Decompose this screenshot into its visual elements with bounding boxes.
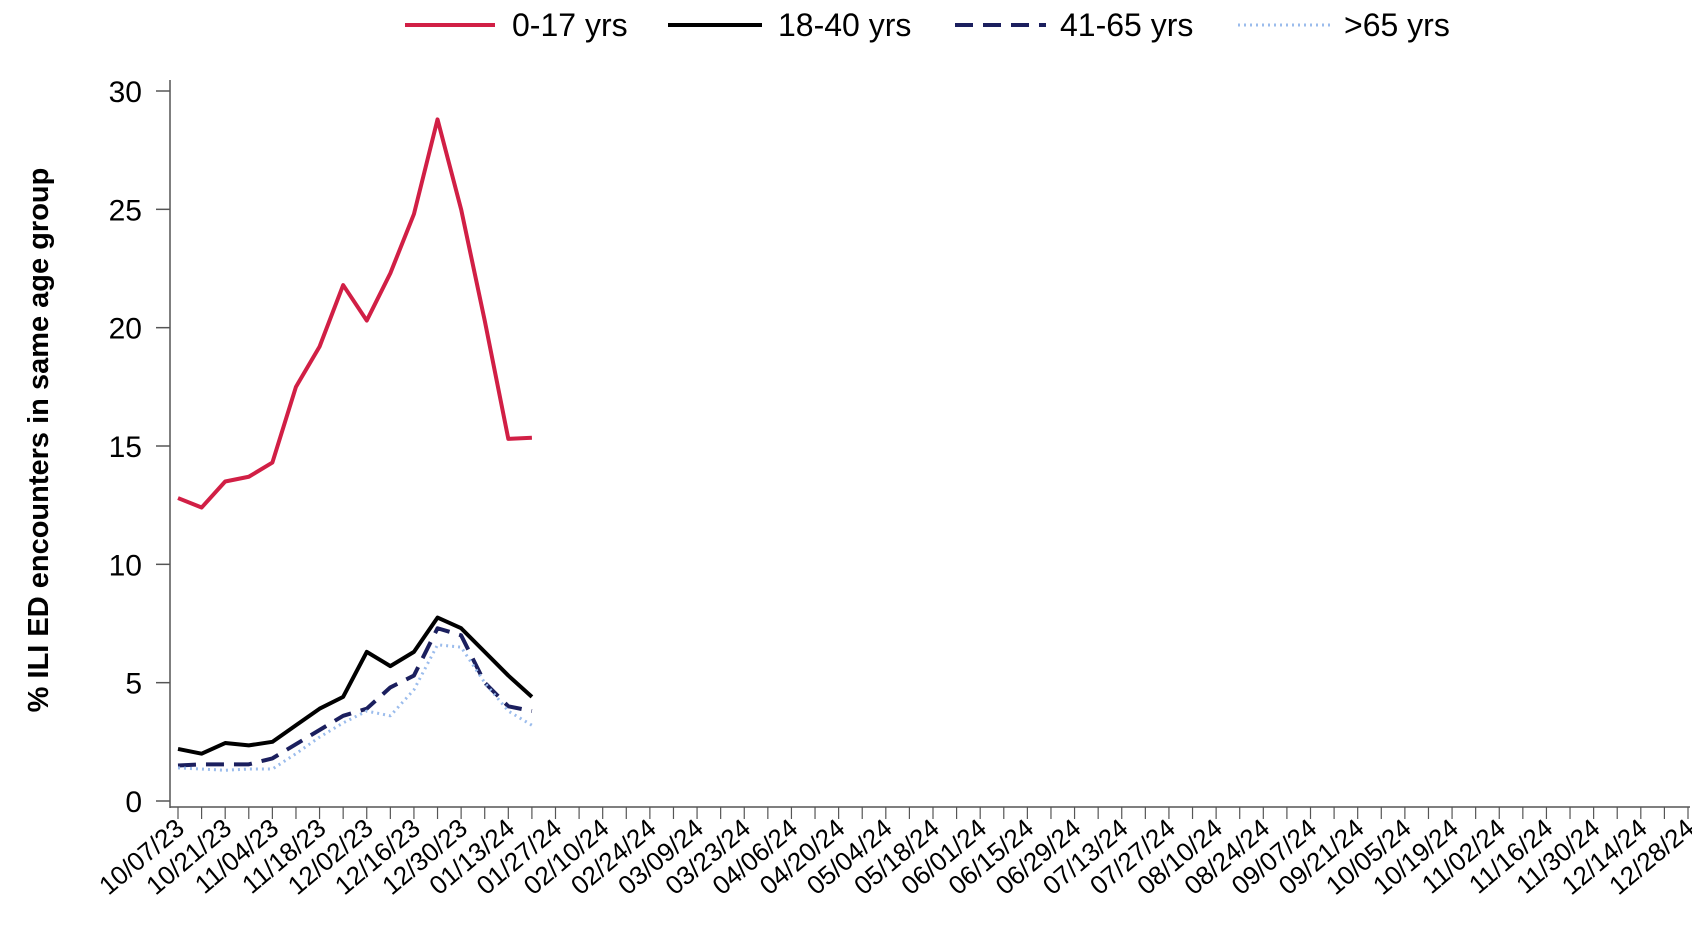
- y-tick-label: 5: [125, 668, 142, 701]
- legend-label-0-17: 0-17 yrs: [512, 7, 628, 43]
- y-axis: 0 5 10 15 20 25 30: [109, 76, 171, 819]
- legend-label-over-65: >65 yrs: [1344, 7, 1450, 43]
- legend-label-41-65: 41-65 yrs: [1060, 7, 1193, 43]
- series-line-0-17-yrs: [177, 117, 533, 510]
- legend-label-18-40: 18-40 yrs: [778, 7, 911, 43]
- y-tick-label: 30: [109, 76, 142, 109]
- series-line-18-40-yrs: [177, 615, 534, 756]
- y-tick-label: 10: [109, 549, 142, 582]
- x-axis: 10/07/2310/21/2311/04/2311/18/2312/02/23…: [93, 806, 1692, 901]
- series-line--65-yrs: [177, 643, 533, 772]
- series-layer: [177, 117, 534, 772]
- legend: 0-17 yrs 18-40 yrs 41-65 yrs >65 yrs: [405, 7, 1450, 43]
- y-tick-label: 20: [109, 313, 142, 346]
- series-line-41-65-yrs: [177, 626, 533, 768]
- y-axis-label: % ILI ED encounters in same age group: [23, 168, 55, 713]
- y-tick-label: 25: [109, 194, 142, 227]
- y-tick-label: 15: [109, 431, 142, 464]
- y-tick-label: 0: [125, 786, 142, 819]
